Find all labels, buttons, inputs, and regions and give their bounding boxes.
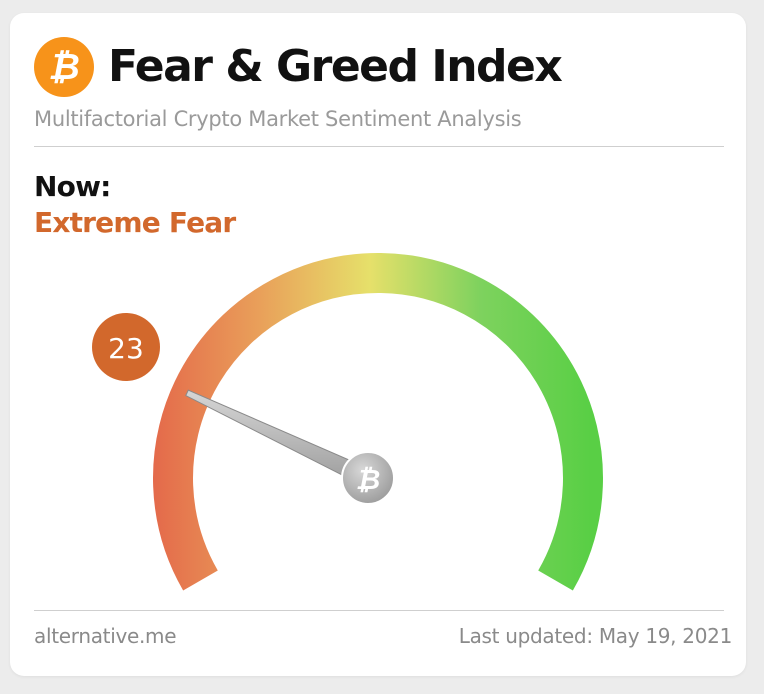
gauge-arc — [153, 253, 603, 591]
footer-divider — [34, 610, 724, 611]
value-badge: 23 — [92, 313, 160, 381]
index-value: 23 — [108, 332, 144, 365]
hub-bitcoin-glyph: ₿ — [356, 463, 381, 496]
bitcoin-logo-icon: ₿ — [34, 37, 94, 97]
sentiment-classification: Extreme Fear — [34, 206, 236, 239]
gauge-hub: ₿ — [341, 451, 395, 505]
now-label: Now: — [34, 170, 111, 203]
widget-subtitle: Multifactorial Crypto Market Sentiment A… — [34, 107, 522, 131]
header-divider — [34, 146, 724, 147]
fear-greed-widget: ₿ Fear & Greed Index Multifactorial Cryp… — [10, 13, 746, 676]
source-link[interactable]: alternative.me — [34, 624, 177, 648]
sentiment-gauge: ₿ 23 — [92, 253, 603, 591]
logo-glyph: ₿ — [48, 47, 80, 88]
last-updated: Last updated: May 19, 2021 — [458, 624, 733, 648]
widget-title: Fear & Greed Index — [108, 41, 563, 92]
